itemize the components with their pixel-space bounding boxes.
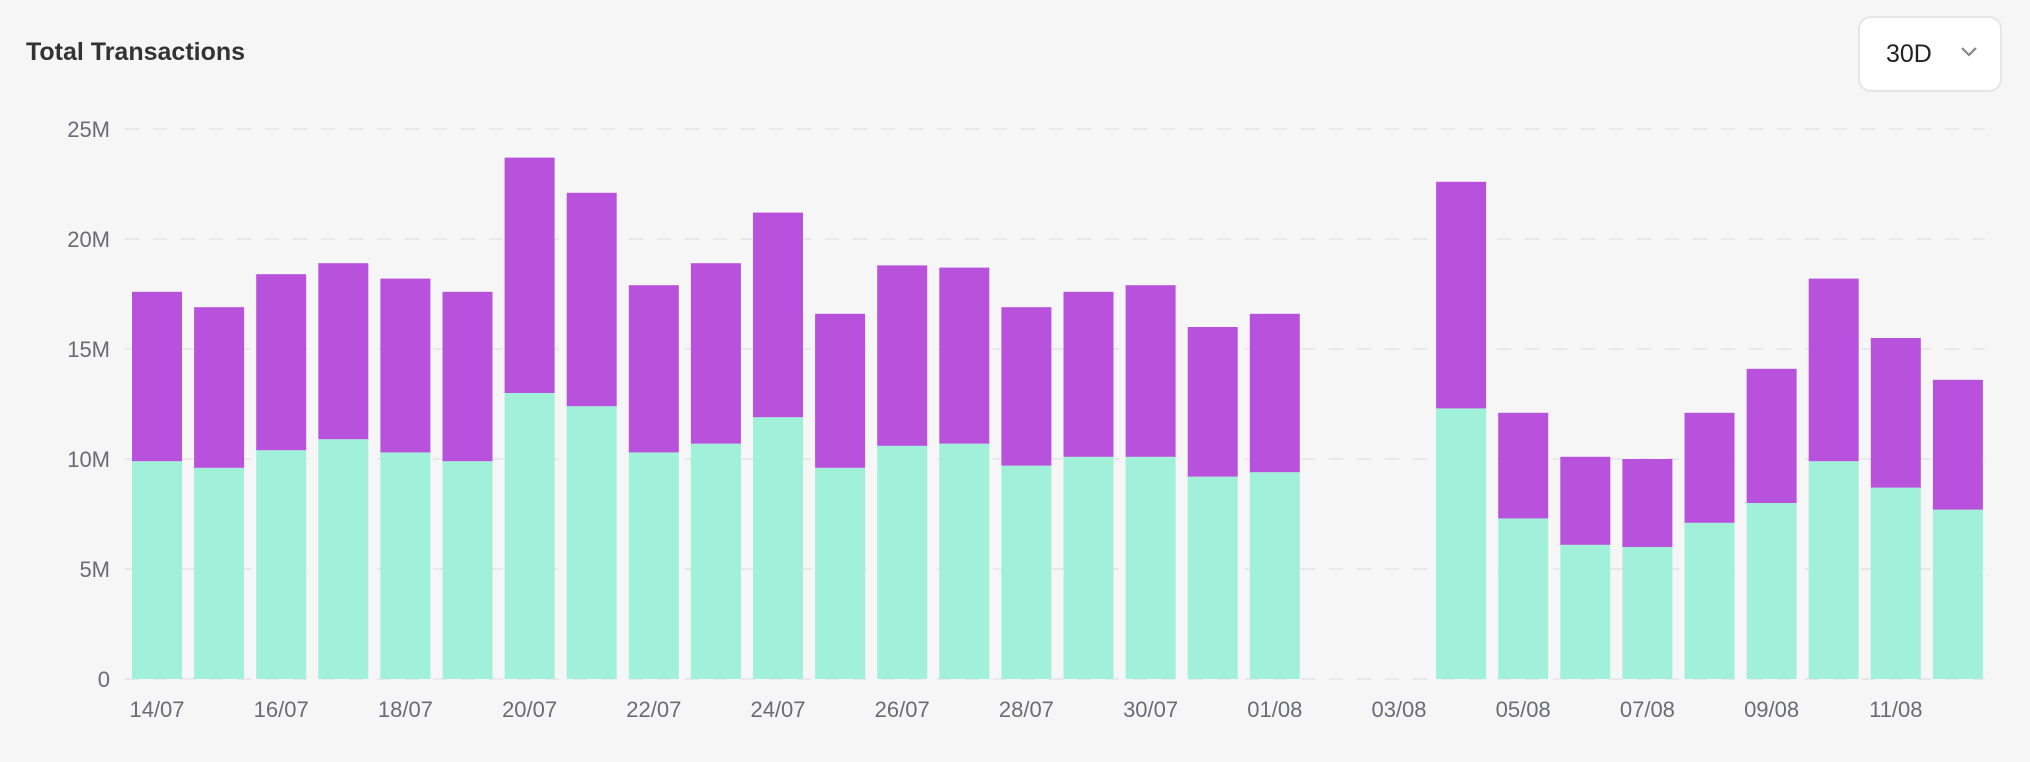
y-tick-label: 20M [67,227,110,252]
bar-segment-lower [1498,518,1549,679]
bar-segment-upper [318,263,369,440]
x-tick-label: 24/07 [750,697,805,722]
x-tick-label: 20/07 [502,697,557,722]
x-tick-label: 16/07 [254,697,309,722]
bar-segment-lower [1870,487,1921,679]
bar-segment-lower [1684,522,1735,679]
bar-segment-upper [1001,307,1052,466]
x-tick-label: 03/08 [1371,697,1426,722]
bar-segment-upper [1932,379,1983,510]
range-value: 30D [1886,39,1932,68]
bar-segment-lower [1932,509,1983,679]
x-tick-label: 01/08 [1247,697,1302,722]
bar-segment-upper [1622,459,1673,547]
chevron-down-icon [1960,45,1978,63]
bar-segment-lower [1125,456,1176,679]
bar-segment-lower [566,406,617,679]
bar-segment-upper [939,267,990,444]
bar-segment-lower [1746,503,1797,679]
bar-segment-upper [194,307,245,468]
bar-segment-upper [1560,456,1611,545]
x-tick-label: 30/07 [1123,697,1178,722]
x-tick-label: 18/07 [378,697,433,722]
bar-segment-lower [815,467,866,679]
bar-segment-lower [628,452,679,679]
bar-segment-upper [815,313,866,468]
bar-segment-lower [256,450,307,679]
bar-segment-lower [1808,461,1859,679]
y-tick-label: 15M [67,337,110,362]
bar-segment-lower [504,393,555,679]
x-tick-label: 28/07 [999,697,1054,722]
y-tick-label: 25M [67,117,110,142]
x-tick-label: 07/08 [1620,697,1675,722]
bar-segment-lower [1187,476,1238,679]
bar-segment-upper [1125,285,1176,457]
bar-segment-upper [504,157,555,393]
x-tick-label: 22/07 [626,697,681,722]
bar-segment-upper [877,265,928,446]
bar-segment-upper [132,291,182,462]
bar-segment-lower [1622,547,1673,679]
bar-segment-lower [1249,472,1300,679]
chart-title: Total Transactions [26,38,246,66]
bar-segment-lower [194,467,245,679]
bar-segment-upper [628,285,679,453]
bar-segment-lower [132,461,182,679]
bar-segment-lower [690,443,741,679]
bar-segment-upper [256,274,307,451]
y-tick-label: 0 [98,667,110,692]
bar-segment-upper [1746,368,1797,503]
bar-segment-lower [442,461,493,679]
bar-segment-upper [1808,278,1859,462]
x-tick-label: 09/08 [1744,697,1799,722]
bar-segment-upper [566,192,617,407]
bar-segment-upper [1870,338,1921,488]
x-tick-label: 26/07 [875,697,930,722]
bar-segment-upper [1684,412,1735,523]
x-tick-label: 14/07 [129,697,184,722]
bar-segment-upper [1187,327,1238,477]
bar-segment-lower [380,452,431,679]
bar-segment-lower [318,439,369,679]
bar-segment-upper [1436,181,1487,409]
bar-segment-lower [1436,408,1487,679]
bar-segment-lower [939,443,990,679]
bar-segment-upper [1249,313,1300,473]
y-tick-label: 5M [79,557,110,582]
bar-segment-upper [690,263,741,444]
bar-segment-lower [1001,465,1052,679]
range-dropdown[interactable]: 30D [1858,16,2002,92]
bar-segment-lower [753,417,803,679]
bar-segment-lower [1560,544,1611,679]
bar-segment-upper [442,291,493,462]
bar-segment-lower [1063,456,1114,679]
y-tick-label: 10M [67,447,110,472]
bar-segment-lower [877,445,928,679]
bar-segment-upper [753,212,803,418]
bar-segment-upper [1063,291,1114,457]
bar-segment-upper [1498,412,1549,519]
x-tick-label: 05/08 [1496,697,1551,722]
bar-segment-upper [380,278,431,453]
x-tick-label: 11/08 [1869,697,1922,722]
